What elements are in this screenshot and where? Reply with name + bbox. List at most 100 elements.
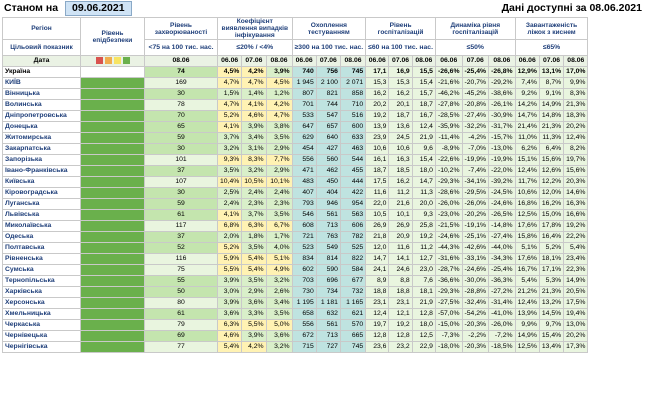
col-morbidity-header: Рівень захворюваності [144,17,218,40]
beds-value: 21,3% [538,286,565,298]
detection-value: 2,5% [216,187,243,199]
hosp-value: 14,7 [365,253,390,265]
beds-value: 23,4% [563,253,589,265]
epi-level-cell [80,330,145,342]
dyn-value: -24,6% [488,198,516,210]
testing-value: 807 [291,88,317,100]
detection-value: 3,6% [241,297,267,309]
table-row: Миколаївська 117 6,8% 6,3% 6,7% 608 713 606 26,9… [2,220,589,232]
testing-value: 715 [291,341,317,353]
detection-value: 5,4% [241,253,267,265]
beds-value: 15,4% [538,330,565,342]
epi-level-cell [80,165,145,177]
detection-value: 5,9% [216,253,243,265]
detection-value: 4,1% [216,209,243,221]
table-row: Закарпатська 30 3,2% 3,1% 2,9% 454 427 463 10,6 1… [2,143,589,155]
dyn-value: -25,4% [461,66,490,78]
beds-value: 17,1% [538,264,565,276]
hosp-value: 10,6 [365,143,390,155]
testing-value: 834 [291,253,317,265]
detection-value: 2,9% [265,143,293,155]
testing-value: 471 [291,165,317,177]
dyn-value: -27,4% [488,231,516,243]
dyn-value: -15,0% [434,319,463,331]
date-row: Дата 08.06 06.06 07.06 08.06 06.06 07.06 08.0… [2,55,589,67]
detection-value: 2,0% [216,231,243,243]
dyn-value: -24,6% [461,264,490,276]
dyn-value: -21,6% [434,77,463,89]
hosp-value: 12,7 [411,253,436,265]
testing-value: 525 [339,242,367,254]
morbidity-value: 75 [144,264,218,276]
testing-value: 665 [339,330,367,342]
col-hosp-header: Рівень госпіталізацій [365,17,436,40]
hosp-value: 24,6 [388,264,413,276]
dyn-date-0: 06.06 [434,55,463,67]
dyn-value: -18,0% [434,341,463,353]
beds-value: 12,4% [514,165,540,177]
detection-value: 5,2% [216,110,243,122]
beds-value: 22,3% [563,264,589,276]
beds-value: 6,4% [538,143,565,155]
beds-value: 12,2% [538,176,565,188]
detection-value: 10,1% [265,176,293,188]
hosp-value: 15,5 [411,66,436,78]
detection-value: 3,9% [241,330,267,342]
testing-value: 600 [339,121,367,133]
beds-value: 20,5% [563,286,589,298]
dyn-value: -18,5% [488,341,516,353]
dyn-value: -21,5% [434,220,463,232]
detection-value: 4,7% [241,77,267,89]
beds-value: 8,2% [563,143,589,155]
dyn-value: -27,4% [461,110,490,122]
hosp-value: 12,8 [388,330,413,342]
hosp-value: 19,7 [365,319,390,331]
table-body: Україна 74 4,5% 4,2% 3,9% 740 756 745 17,1 16,9 15… [2,66,589,353]
region-name: Житомирська [2,132,81,144]
epi-level-cell [80,77,145,89]
hosp-value: 18,5 [388,165,413,177]
beds-value: 15,0% [538,209,565,221]
table-row: Івано-Франківська 37 3,5% 3,2% 2,9% 471 462 455… [2,165,589,177]
table-row: Чернігівська 77 5,4% 4,2% 3,2% 715 727 745 23,6 2… [2,341,589,353]
dyn-value: -27,2% [488,286,516,298]
beds-value: 9,2% [514,88,540,100]
hosp-value: 17,5 [365,176,390,188]
hosp-value: 18,0 [411,165,436,177]
testing-value: 1 165 [339,297,367,309]
hosp-value: 16,9 [388,66,413,78]
red-level-swatch [95,56,103,64]
testing-value: 463 [339,143,367,155]
dyn-value: -19,1% [461,220,490,232]
testing-value: 533 [291,110,317,122]
testing-value: 647 [291,121,317,133]
dyn-value: -27,5% [434,297,463,309]
dyn-value: -7,3% [434,330,463,342]
table-row: Хмельницька 61 3,6% 3,3% 3,5% 658 632 621 12,4 12… [2,308,589,320]
beds-value: 13,9% [514,308,540,320]
epi-level-cell [80,110,145,122]
testing-value: 744 [315,99,341,111]
detection-value: 3,4% [241,132,267,144]
table-row: Черкаська 79 6,3% 5,5% 5,0% 556 561 570 19,7 19,2… [2,319,589,331]
table-row: Запорізька 101 9,3% 8,3% 7,7% 556 560 544 16,1 16… [2,154,589,166]
table-row: Дніпропетровська 70 5,2% 4,6% 4,7% 533 547 516 1… [2,110,589,122]
beds-value: 14,8% [538,110,565,122]
testing-value: 2 100 [315,77,341,89]
morbidity-value: 61 [144,308,218,320]
epi-level-cell [80,253,145,265]
as-of-date: 09.06.2021 [64,1,132,16]
detection-value: 4,9% [265,264,293,276]
hosp-value: 13,9 [365,121,390,133]
morbidity-value: 116 [144,253,218,265]
testing-value: 621 [339,308,367,320]
hosp-value: 22,0 [365,198,390,210]
beds-value: 5,4% [563,242,589,254]
testing-value: 483 [291,176,317,188]
detection-value: 1,5% [216,88,243,100]
detection-value: 5,4% [241,264,267,276]
detection-value: 4,7% [216,77,243,89]
dyn-value: -7,4% [461,165,490,177]
detection-value: 1,4% [241,88,267,100]
testing-value: 560 [315,154,341,166]
